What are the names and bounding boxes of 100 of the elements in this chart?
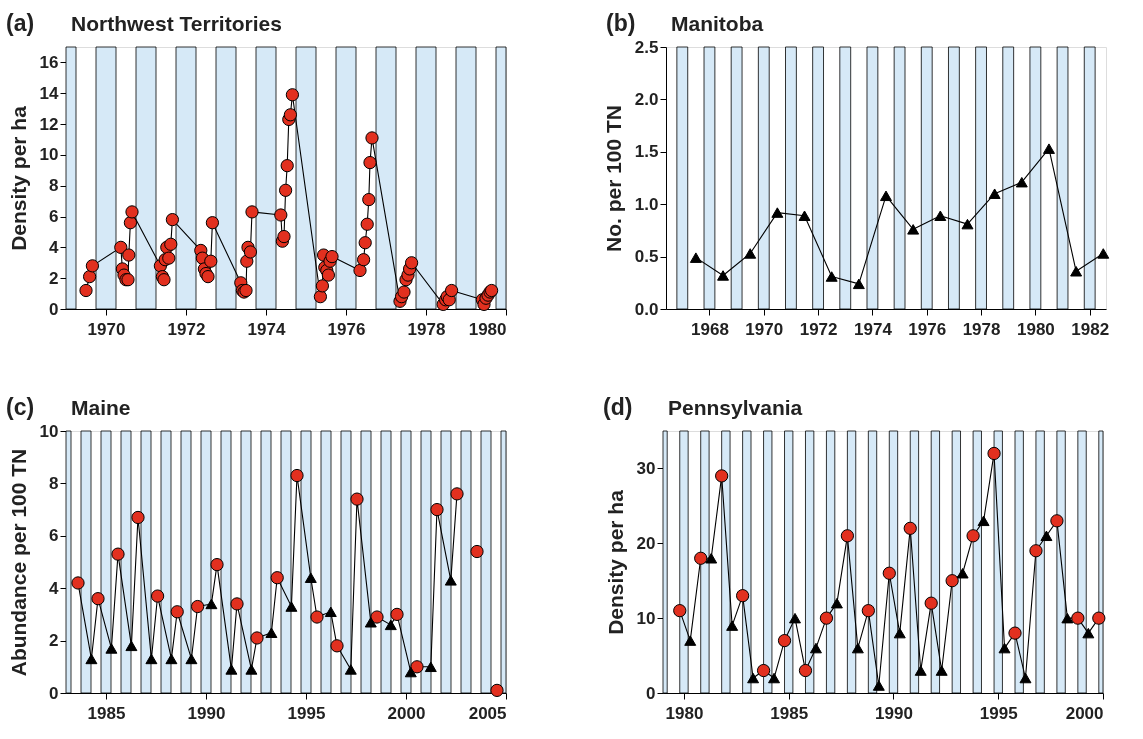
x-tick-label: 2000	[387, 703, 426, 723]
point	[809, 642, 822, 654]
point	[956, 567, 969, 579]
point	[150, 589, 165, 603]
text: (c)	[6, 394, 35, 420]
x-tick-label: 1972	[167, 319, 206, 339]
x-tick-label: 1968	[691, 319, 729, 339]
y-tick-label: 2	[49, 268, 59, 288]
point	[747, 672, 760, 684]
point	[1070, 266, 1083, 277]
y-tick-label: 16	[39, 52, 59, 72]
point	[111, 547, 125, 561]
point	[1092, 611, 1106, 625]
x-tick-label: 1980	[1016, 319, 1055, 339]
x-tick-label: 1982	[1071, 319, 1110, 339]
point	[819, 611, 834, 625]
point	[987, 446, 1001, 461]
point	[165, 653, 178, 665]
y-tick-label: 0	[49, 299, 59, 319]
point	[91, 592, 105, 606]
x-tick-label: 1990	[187, 703, 226, 723]
y-tick-label: 10	[39, 421, 59, 441]
y-tick-label: 2	[49, 631, 59, 651]
point	[205, 598, 218, 610]
point	[285, 601, 298, 612]
point	[935, 665, 948, 676]
point	[893, 627, 906, 639]
y-tick-label: 0.0	[634, 299, 659, 319]
x-tick-label: 1970	[745, 319, 784, 339]
point	[170, 605, 184, 619]
point	[250, 631, 264, 645]
point	[872, 680, 885, 691]
point	[1042, 143, 1055, 154]
y-tick-label: 2.5	[634, 37, 659, 57]
point	[245, 664, 258, 675]
point	[330, 639, 344, 653]
chart-title: Manitoba	[671, 12, 764, 35]
point	[350, 492, 364, 506]
point	[185, 653, 198, 665]
y-tick-label: 0	[49, 683, 59, 703]
point	[882, 566, 896, 580]
point	[736, 589, 750, 603]
point	[430, 502, 444, 517]
x-tick-label: 1990	[875, 703, 913, 723]
point	[694, 551, 708, 565]
point	[966, 529, 980, 543]
y-tick-label: 6	[49, 526, 59, 546]
point	[777, 633, 792, 648]
y-tick-label: 20	[636, 533, 656, 553]
y-tick-label: 30	[636, 458, 656, 478]
y-tick-label: 1.0	[634, 194, 659, 214]
point	[404, 666, 417, 678]
point	[798, 210, 811, 221]
y-tick-label: 6	[49, 207, 59, 227]
point	[225, 664, 238, 675]
point	[1061, 612, 1074, 624]
point	[370, 610, 384, 624]
x-tick-label: 1976	[908, 319, 947, 339]
chart-title: Northwest Territories	[71, 12, 282, 35]
point	[880, 190, 892, 202]
y-tick-label: 4	[49, 578, 60, 598]
point	[825, 271, 838, 282]
point	[290, 468, 304, 483]
point	[1015, 176, 1028, 188]
y-tick-label: 10	[39, 145, 59, 165]
y-axis-title: Density per ha	[6, 105, 30, 251]
point	[907, 224, 920, 235]
point	[1029, 544, 1043, 558]
point	[715, 469, 729, 483]
y-tick-label: 8	[49, 473, 59, 493]
point	[310, 610, 324, 624]
point	[945, 574, 959, 588]
point	[988, 188, 1001, 199]
point	[756, 663, 771, 678]
point	[852, 278, 865, 290]
point	[131, 510, 145, 525]
point	[717, 270, 730, 281]
point	[1008, 626, 1022, 640]
point	[977, 515, 990, 527]
x-tick-label: 1980	[468, 319, 507, 339]
y-tick-label: 4	[49, 237, 60, 257]
point	[914, 665, 927, 676]
y-tick-label: 2.0	[634, 89, 659, 109]
chart-title: Maine	[71, 396, 131, 419]
x-tick-label: 1995	[287, 703, 326, 723]
point	[851, 642, 864, 654]
y-tick-label: 12	[39, 114, 59, 134]
x-tick-label: 1978	[962, 319, 1001, 339]
point	[961, 218, 974, 230]
point	[1019, 672, 1032, 684]
point	[1082, 627, 1095, 639]
x-tick-label: 1978	[407, 319, 446, 339]
point	[1071, 611, 1085, 625]
point	[270, 571, 284, 585]
point	[673, 604, 687, 618]
point	[85, 653, 98, 665]
point	[924, 596, 938, 610]
point	[470, 544, 484, 559]
y-axis-title: Density per ha	[603, 489, 627, 635]
y-axis-title: Abundance per 100 TN	[6, 448, 30, 677]
